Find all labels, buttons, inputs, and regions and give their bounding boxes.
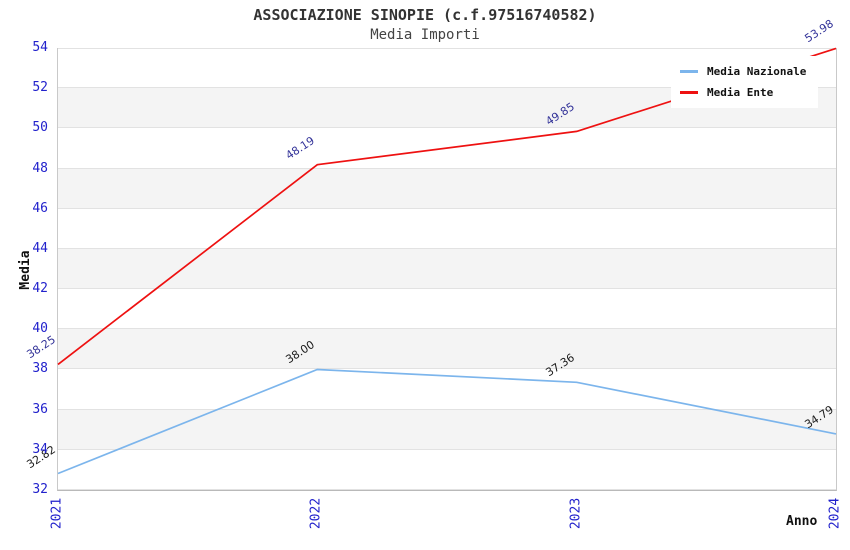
legend-label: Media Nazionale [707,65,807,78]
gridline [58,48,836,49]
y-tick-label: 36 [32,401,48,417]
legend: Media Nazionale Media Ente [671,56,819,108]
gridline [58,247,836,249]
x-tick-label: 2024 [827,497,843,530]
y-tick-label: 48 [32,160,48,176]
y-tick-label: 32 [32,482,48,497]
plot-band [58,168,836,209]
chart-subtitle: Media Importi [370,27,480,43]
x-tick-label: 2023 [568,497,584,530]
y-tick-label: 34 [32,441,48,457]
gridline [58,328,836,330]
y-tick-label: 50 [32,120,48,136]
gridline [58,127,836,129]
y-tick-label: 46 [32,200,48,216]
legend-item-media-ente: Media Ente [680,82,806,103]
legend-swatch-media-ente [680,91,698,94]
series-line-media-nazionale [57,368,837,475]
gridline [58,408,836,410]
legend-label: Media Ente [707,86,774,99]
legend-item-media-nazionale: Media Nazionale [680,61,806,82]
plot-band [58,248,836,290]
chart-title: ASSOCIAZIONE SINOPIE (c.f.97516740582) [253,6,597,24]
plot-area: 32.82 38.00 37.36 34.79 38.25 48.19 49.85 53.98 [24,18,837,491]
series-lines [57,47,837,475]
x-tick-label: 2022 [308,497,324,530]
y-tick-label: 44 [32,240,48,256]
gridline [58,288,836,290]
gridline [58,207,836,209]
gridline [58,87,836,89]
x-tick-label: 2021 [49,497,65,530]
legend-swatch-media-nazionale [680,70,698,73]
gridline [58,368,836,370]
plot-band [58,409,836,450]
y-axis-title: Media [18,250,33,290]
y-tick-label: 38 [32,361,48,377]
gridline [58,448,836,450]
x-axis-title: Anno [786,514,818,529]
y-tick-label: 42 [32,281,48,297]
gridline [58,489,836,490]
plot-band [58,329,836,370]
y-tick-label: 52 [32,80,48,96]
y-tick-label: 54 [32,40,48,55]
gridline [58,167,836,169]
y-tick-label: 40 [32,321,48,337]
